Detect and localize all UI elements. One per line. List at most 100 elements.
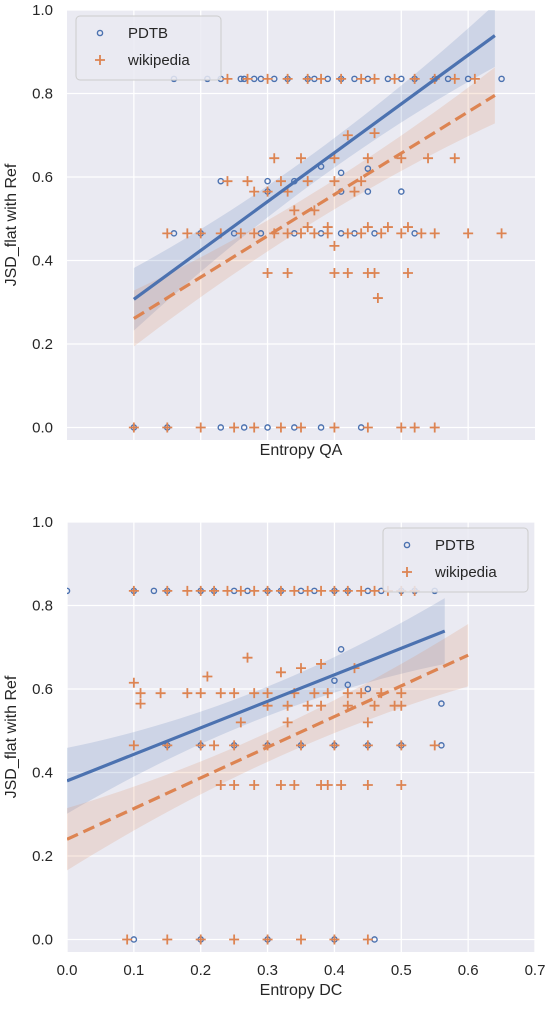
panel-2-wikipedia-point [128,585,139,596]
panel-1-wikipedia-point [356,73,367,84]
panel-1-wikipedia-point [409,422,420,433]
panel-2-wikipedia-point [209,740,220,751]
panel-2-wikipedia-point [369,700,380,711]
panel-2-wikipedia-point [329,934,340,945]
panel-2-legend-pdtb-marker [403,541,411,549]
panel-2-wikipedia-point [249,688,260,699]
panel-2-wikipedia-point [282,700,293,711]
panel-2-pdtb-regression-line [67,629,446,783]
panel-2-x-axis-label: Entropy DC [260,982,343,999]
panel-1-wikipedia-point [249,422,260,433]
panel-1-wikipedia-point [262,186,273,197]
panel-1-wikipedia-point [302,73,313,84]
panel-1-wikipedia-point [322,222,333,233]
panel-1-wikipedia-point [342,130,353,141]
panel-1-legend-wikipedia-label: wikipedia [127,52,190,69]
panel-1-wikipedia-point [429,422,440,433]
panel-2-wikipedia-regression-line [67,653,469,841]
panel-1-wikipedia-point [296,228,306,239]
panel-1-wikipedia-point [296,422,306,433]
panel-1-wikipedia-point [128,422,139,433]
panel-1-wikipedia-point [275,176,286,187]
panel-1-wikipedia-point [275,422,286,433]
panel-2-x-tick-label: 0.7 [525,962,546,979]
panel-2-wikipedia-point [302,585,313,596]
panel-1-wikipedia-point [296,153,306,164]
panel-2-wikipedia-point [396,688,407,699]
panel-2-wikipedia-point [289,780,300,791]
panel-2-wikipedia-point [362,740,373,751]
panel-2-wikipedia-point [195,688,206,699]
panel-1-y-tick-label: 0.8 [32,85,53,102]
panel-1-wikipedia-point [162,228,173,239]
panel-2-wikipedia-point [215,780,226,791]
panel-2-wikipedia-point [262,585,273,596]
panel-1-wikipedia-point [396,228,407,239]
panel-1-wikipedia-point [463,228,474,239]
panel-2-wikipedia-point [202,671,213,682]
panel-2-wikipedia-point [296,663,306,674]
panel-2-y-tick-label: 0.6 [32,681,53,698]
panel-2-wikipedia-point [182,688,193,699]
panel-1-x-axis-label: Entropy QA [260,442,343,459]
panel-2-legend-wikipedia-marker [402,567,412,577]
panel-1-wikipedia-point [162,422,173,433]
panel-1-wikipedia-point [402,268,413,279]
panel-2-wikipedia-point [356,688,367,699]
panel-2-pdtb-point [364,685,372,693]
panel-2-wikipedia-point [128,677,139,688]
panel-1-wikipedia-point [316,73,327,84]
panel-2-wikipedia-point [275,585,286,596]
panel-2-x-tick-label: 0.4 [324,962,345,979]
panel-1-wikipedia-point [329,240,340,251]
panel-1-wikipedia-point [229,422,240,433]
panel-2-wikipedia-point [215,688,226,699]
panel-1-wikipedia-point [356,228,367,239]
panel-1-wikipedia-point [262,268,273,279]
panel-2-wikipedia-point [322,688,333,699]
panel-1-wikipedia-point [282,268,293,279]
panel-2-wikipedia-point [296,934,306,945]
panel-2-wikipedia-point [275,667,286,678]
panel-1-wikipedia-point [262,73,273,84]
panel-2-wikipedia-point [329,585,340,596]
panel-1-wikipedia-point [409,73,420,84]
panel-1-pdtb-point [217,424,225,431]
panel-1-legend-pdtb-marker [96,29,104,37]
panel-1-wikipedia-point [429,228,440,239]
panel-1-wikipedia-point [362,422,373,433]
panel-1-wikipedia-point [249,228,260,239]
panel-1-wikipedia-point [242,73,253,84]
panel-1-wikipedia-point [396,422,407,433]
panel-1-wikipedia-regression-line [133,93,496,320]
panel-1-wikipedia-point [402,222,413,233]
panel-2-wikipedia-point [128,740,139,751]
panel-1-wikipedia-point [302,176,313,187]
panel-1-legend-pdtb-label: PDTB [128,25,168,42]
panel-1-legend-box [75,15,222,81]
panel-2-wikipedia-point [195,934,206,945]
panel-2-legend-wikipedia-label: wikipedia [434,564,497,581]
panel-2-wikipedia-point [369,585,380,596]
panel-1-wikipedia-point [369,73,380,84]
panel-1-pdtb-regression-line [132,34,496,301]
panel-2-wikipedia-point [396,780,407,791]
panel-2-legend-box [382,527,529,593]
panel-2-wikipedia-point [275,780,286,791]
panel-2-wikipedia-point [135,688,146,699]
panel-2-wikipedia-point [262,934,273,945]
panel-1-plot-area [67,10,535,440]
panel-2-wikipedia-point [235,717,246,728]
panel-2-marks [67,585,469,945]
panel-2-wikipedia-point [155,688,166,699]
panel-1-pdtb-point [264,424,271,431]
panel-1-wikipedia-point [182,228,193,239]
panel-1-wikipedia-point [222,73,233,84]
panel-2-wikipedia-point [302,700,313,711]
panel-1-marks [128,10,507,433]
panel-2-wikipedia-point [182,585,193,596]
panel-2-wikipedia-point [249,585,260,596]
panel-2-wikipedia-point [209,585,220,596]
